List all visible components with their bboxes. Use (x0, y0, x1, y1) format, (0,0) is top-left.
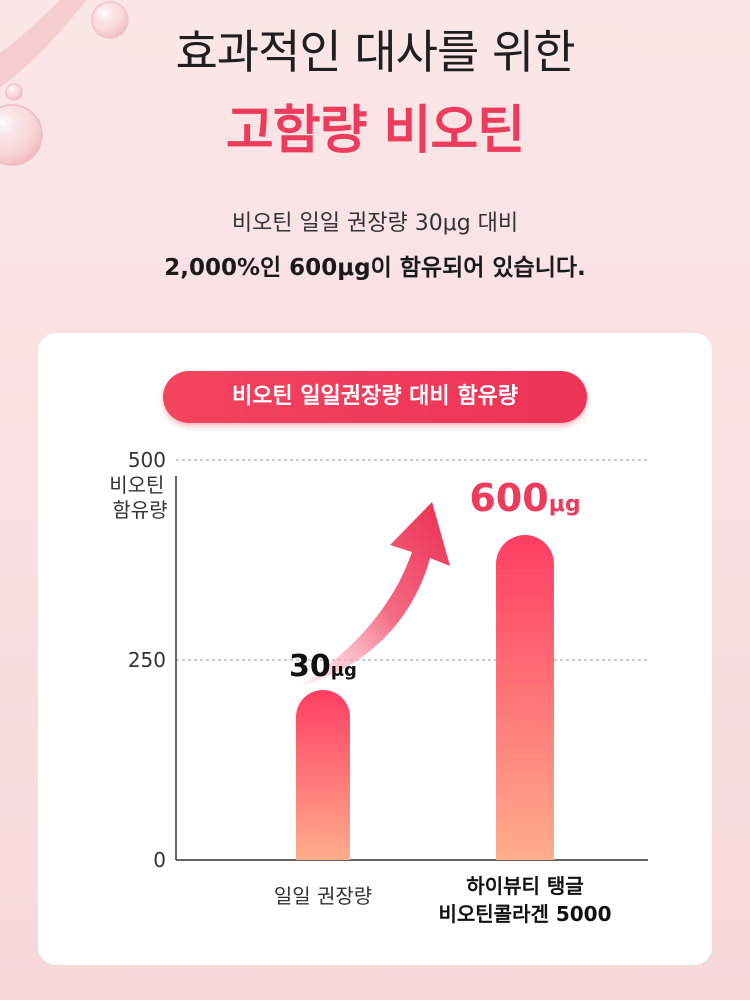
x-category-label: 일일 권장량 (274, 884, 372, 908)
description-line-2: 2,000%인 600μg이 함유되어 있습니다. (164, 255, 586, 281)
bar-value-label: 30μg (289, 649, 357, 684)
headline-highlight: 고함량 비오틴 (225, 101, 525, 161)
bar (496, 535, 554, 860)
y-axis-label: 비오틴 함유량 (109, 473, 171, 522)
y-tick-label: 500 (128, 448, 166, 472)
y-axis-label-line: 함유량 (112, 498, 167, 522)
y-tick-label: 0 (153, 848, 166, 872)
bar-value-label: 600μg (469, 476, 580, 520)
headline: 효과적인 대사를 위한 (175, 25, 575, 79)
rising-arrow-icon (300, 502, 450, 686)
description-line-1: 비오틴 일일 권장량 30μg 대비 (231, 211, 519, 236)
bar (296, 690, 350, 860)
y-tick-label: 250 (128, 648, 166, 672)
x-category-label: 하이뷰티 탱글 (466, 874, 583, 898)
y-axis-label-line: 비오틴 (109, 473, 164, 497)
x-category-label: 비오틴콜라겐 5000 (438, 902, 611, 926)
water-bubble-decoration (0, 0, 129, 166)
chart-title-pill: 비오틴 일일권장량 대비 함유량 (163, 371, 587, 423)
